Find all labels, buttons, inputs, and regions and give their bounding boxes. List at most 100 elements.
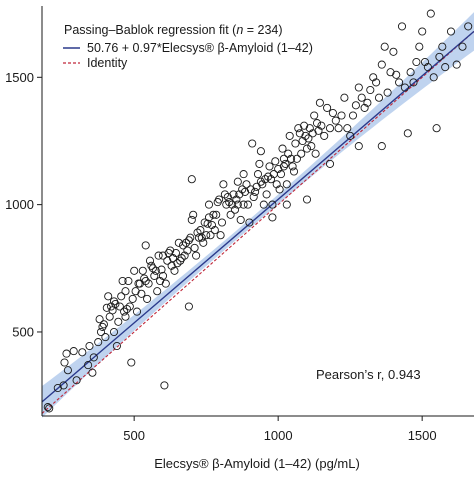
regression-lines-layer (41, 30, 474, 414)
data-point (125, 302, 134, 311)
data-point (212, 210, 221, 219)
data-point (147, 261, 156, 270)
data-point (230, 205, 240, 214)
data-point (161, 279, 170, 288)
x-tick-label: 500 (123, 428, 145, 443)
data-point (141, 241, 150, 250)
legend-identity-label: Identity (87, 56, 128, 70)
data-point (232, 195, 241, 204)
data-point (334, 124, 343, 133)
data-point (130, 266, 139, 275)
data-point (187, 215, 196, 224)
data-point (153, 287, 162, 296)
data-point (366, 85, 375, 95)
data-point (228, 200, 237, 209)
data-point (197, 233, 206, 242)
data-point (88, 368, 97, 377)
data-point (128, 294, 137, 303)
data-point (187, 175, 196, 184)
data-point (204, 200, 214, 209)
data-point (389, 47, 398, 56)
data-point (265, 162, 274, 171)
data-point (420, 57, 430, 67)
data-point (314, 126, 323, 135)
data-point (284, 149, 293, 158)
data-point (45, 404, 54, 413)
data-point (432, 124, 441, 133)
data-point (226, 210, 235, 219)
data-point (229, 190, 238, 199)
data-point (397, 22, 407, 31)
data-point (282, 180, 291, 189)
data-point (192, 251, 201, 260)
data-point (144, 279, 153, 288)
data-point (112, 341, 121, 351)
data-point (62, 349, 71, 358)
data-point (60, 358, 69, 367)
data-point (117, 292, 126, 301)
data-point (372, 78, 381, 87)
data-point (96, 327, 106, 337)
data-point (158, 271, 168, 280)
data-point (132, 307, 142, 316)
data-point (94, 338, 103, 347)
data-point (418, 27, 427, 36)
data-point (272, 180, 281, 189)
data-point (285, 131, 294, 140)
data-point (258, 180, 267, 189)
data-point (294, 124, 303, 133)
data-point (184, 302, 193, 311)
data-point (380, 42, 389, 51)
data-point (189, 210, 198, 219)
data-point (412, 57, 421, 67)
data-point (160, 381, 169, 390)
y-tick-label: 500 (12, 324, 34, 339)
data-point (248, 139, 257, 148)
data-point (249, 192, 258, 202)
data-point (337, 111, 346, 120)
regression-fit-line (41, 30, 474, 403)
data-point (216, 231, 225, 240)
data-point (271, 157, 280, 166)
data-point (181, 238, 191, 247)
data-point (281, 159, 290, 168)
data-point (85, 341, 94, 351)
data-point (150, 271, 159, 280)
data-point (315, 98, 324, 107)
data-point (406, 68, 415, 77)
legend: Passing–Bablok regression fit (n = 234) … (63, 23, 313, 70)
data-point (225, 198, 234, 207)
data-point (395, 78, 404, 87)
data-point (409, 78, 418, 87)
data-point (255, 159, 264, 168)
data-point (114, 317, 123, 326)
data-point (203, 219, 212, 228)
data-point (415, 42, 424, 51)
data-point (202, 231, 211, 240)
data-point (140, 274, 149, 283)
data-point (107, 302, 116, 311)
data-point (121, 312, 130, 321)
data-point (141, 276, 150, 286)
data-point (435, 52, 444, 61)
y-tick-label: 1500 (5, 70, 34, 85)
data-points-layer (43, 9, 473, 413)
data-point (297, 149, 306, 158)
data-point (84, 361, 93, 370)
data-point (268, 200, 277, 209)
data-point (302, 144, 312, 153)
data-point (331, 116, 340, 125)
data-point (124, 276, 133, 286)
data-point (122, 304, 132, 314)
data-point (210, 226, 219, 235)
data-point (115, 302, 124, 311)
data-point (441, 63, 450, 72)
data-point (291, 139, 300, 148)
x-tick-label: 1500 (408, 428, 437, 443)
data-point (179, 241, 188, 250)
data-point (423, 63, 432, 72)
data-point (268, 213, 277, 222)
data-point (374, 93, 384, 102)
x-tick-label: 1000 (264, 428, 293, 443)
data-point (261, 175, 270, 184)
